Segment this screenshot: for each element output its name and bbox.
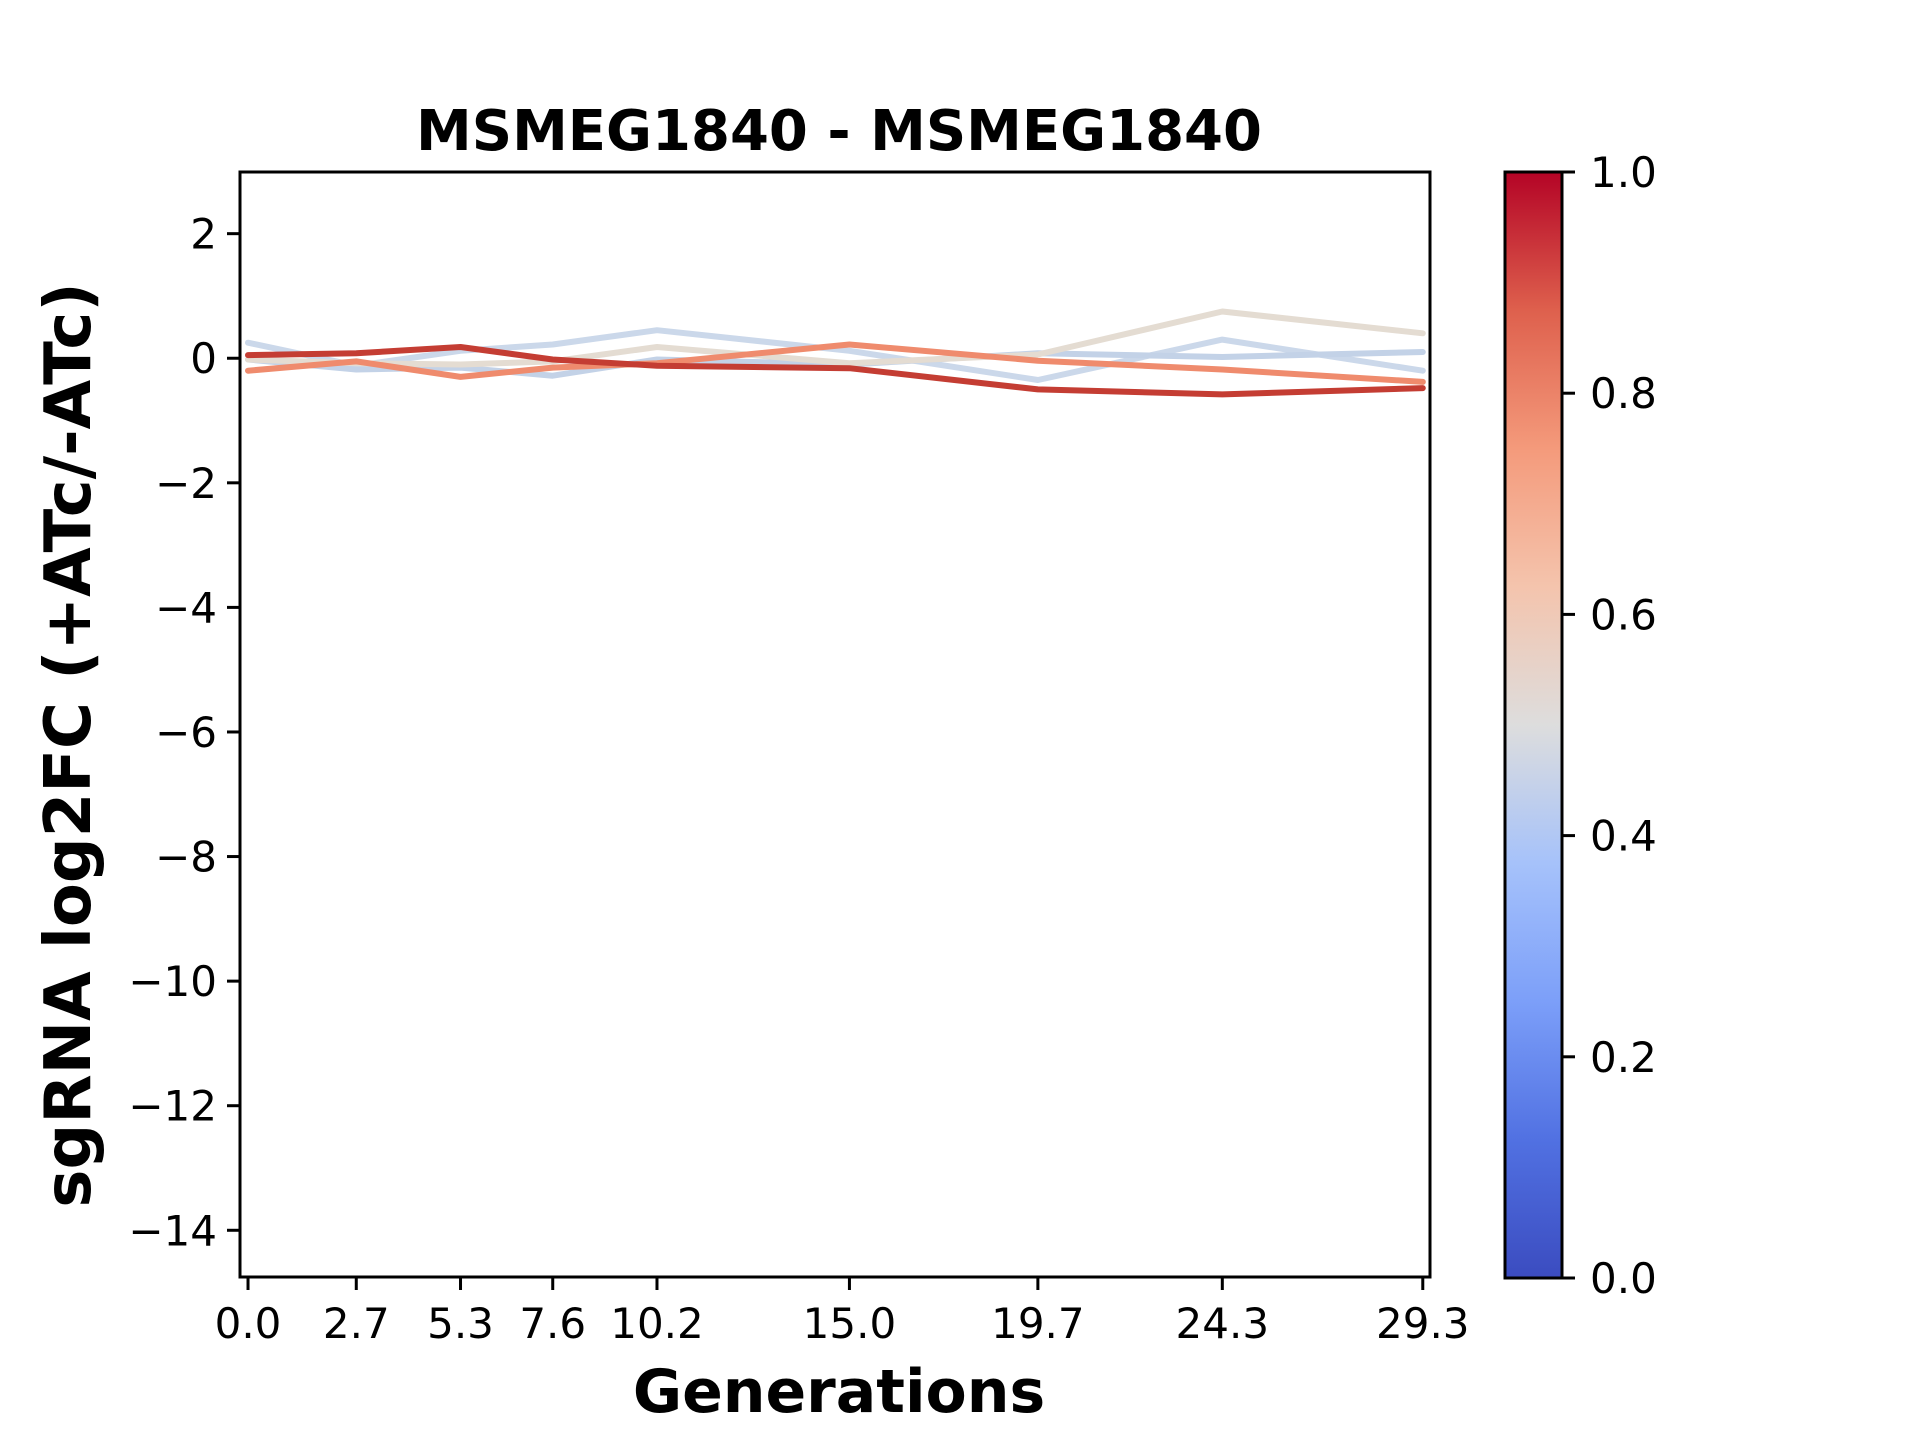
series-line [245, 344, 1426, 398]
y-tick-label: 0 [190, 334, 217, 383]
y-tick-label: −14 [128, 1206, 217, 1255]
y-tick-label: −12 [128, 1082, 217, 1131]
x-tick-label: 15.0 [803, 1299, 897, 1348]
x-tick-label: 29.3 [1376, 1299, 1470, 1348]
plot-border [238, 170, 1432, 1279]
colorbar: 0.0 0.2 0.4 0.6 0.8 1.0 [1503, 148, 1657, 1303]
x-tick-label: 24.3 [1176, 1299, 1270, 1348]
axis-ticks: 0.0 2.7 5.3 7.6 10.2 15.0 19.7 24.3 29.3 2 0 −2 −4 −6… [128, 210, 1469, 1348]
colorbar-bar [1503, 170, 1564, 1280]
y-tick-label: 2 [190, 210, 217, 259]
chart-title: MSMEG1840 - MSMEG1840 [416, 99, 1262, 164]
colorbar-tick-label: 0.8 [1590, 369, 1657, 418]
x-tick-label: 7.6 [519, 1299, 586, 1348]
series-lines [245, 308, 1426, 398]
x-tick-label: 10.2 [610, 1299, 704, 1348]
y-axis-label: sgRNA log2FC (+ATc/-ATc) [32, 282, 106, 1207]
x-tick-label: 2.7 [323, 1299, 390, 1348]
plot-background [240, 172, 1430, 1277]
x-tick-label: 5.3 [427, 1299, 494, 1348]
y-tick-label: −4 [155, 583, 217, 632]
y-tick-label: −10 [128, 957, 217, 1006]
y-tick-label: −2 [155, 459, 217, 508]
x-tick-label: 0.0 [215, 1299, 282, 1348]
colorbar-tick-label: 0.2 [1590, 1033, 1657, 1082]
colorbar-tick-label: 1.0 [1590, 148, 1657, 197]
y-tick-label: −8 [155, 833, 217, 882]
colorbar-tick-label: 0.4 [1590, 812, 1657, 861]
y-tick-label: −6 [155, 708, 217, 757]
colorbar-ticks: 0.0 0.2 0.4 0.6 0.8 1.0 [1562, 148, 1657, 1303]
x-axis-label: Generations [633, 1357, 1045, 1427]
x-tick-label: 19.7 [991, 1299, 1085, 1348]
colorbar-tick-label: 0.6 [1590, 590, 1657, 639]
colorbar-tick-label: 0.0 [1590, 1254, 1657, 1303]
